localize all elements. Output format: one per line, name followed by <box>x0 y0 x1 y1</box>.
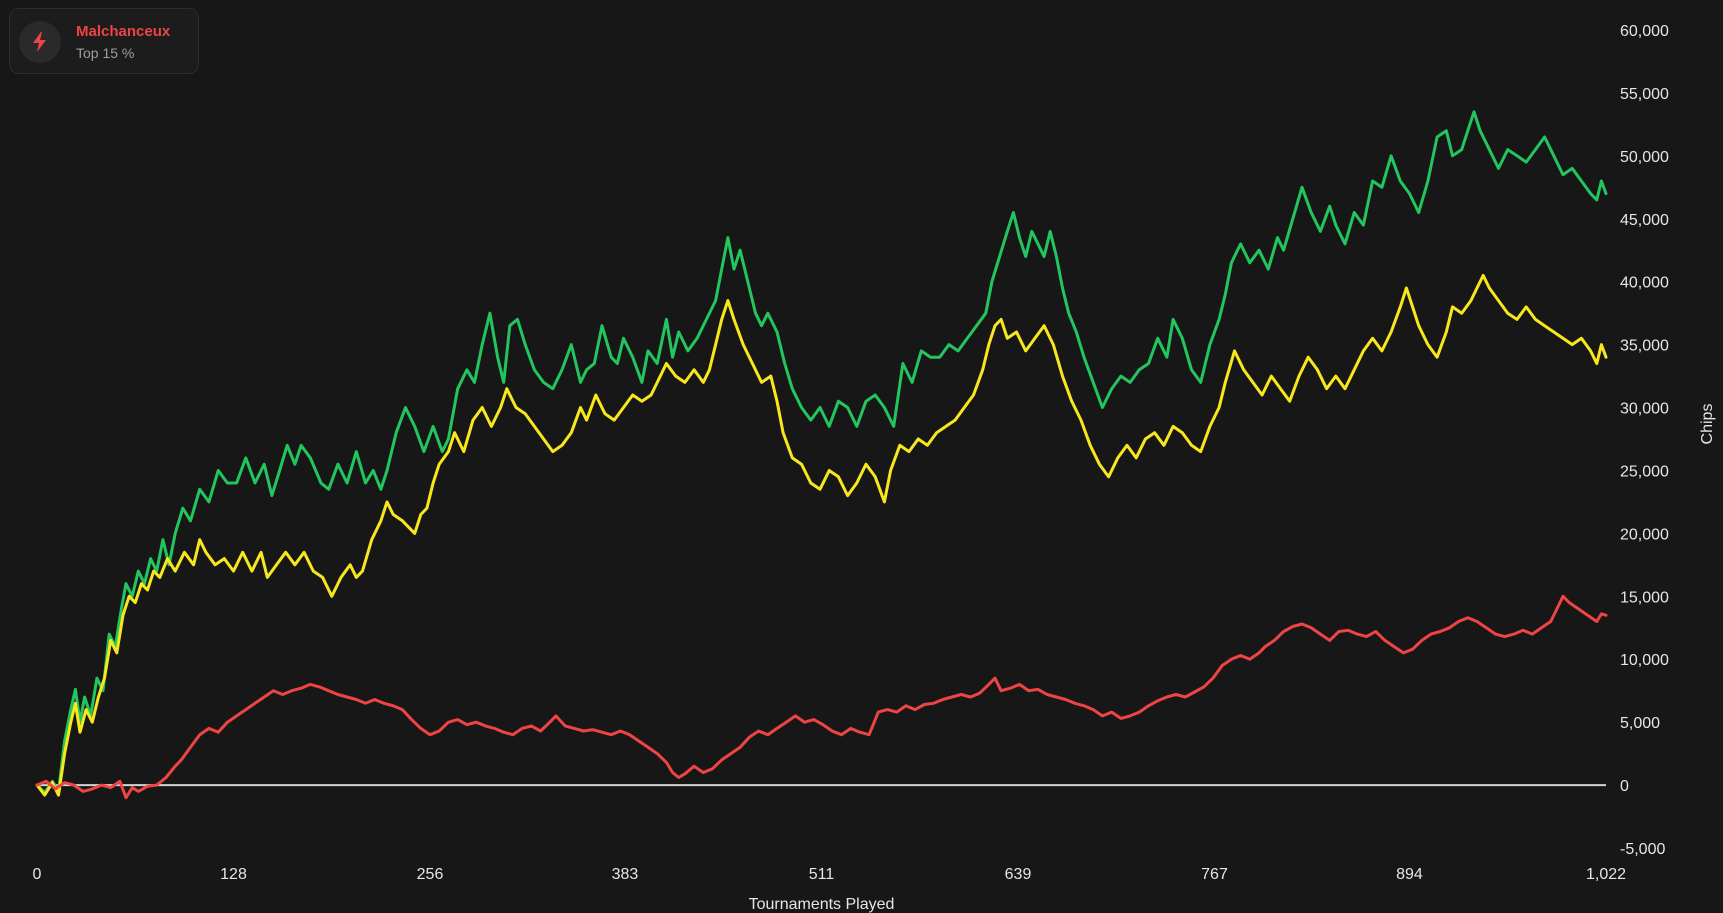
y-tick-label: 0 <box>1620 778 1629 795</box>
y-tick-label: -5,000 <box>1620 841 1665 858</box>
x-tick-label: 1,022 <box>1586 866 1626 883</box>
series-line-2 <box>35 273 1608 797</box>
x-tick-label: 383 <box>612 866 639 883</box>
y-tick-label: 45,000 <box>1620 212 1669 229</box>
x-tick-label: 639 <box>1005 866 1032 883</box>
series-line-3 <box>35 594 1608 800</box>
y-tick-label: 20,000 <box>1620 526 1669 543</box>
y-tick-label: 10,000 <box>1620 652 1669 669</box>
y-tick-label: 15,000 <box>1620 589 1669 606</box>
y-tick-label: 55,000 <box>1620 86 1669 103</box>
y-axis-ticks: -5,000 0 5,000 10,000 15,000 20,000 25,000 30,0… <box>1620 23 1669 858</box>
y-tick-label: 40,000 <box>1620 275 1669 292</box>
y-tick-label: 50,000 <box>1620 149 1669 166</box>
x-tick-label: 767 <box>1201 866 1228 883</box>
series-line-1 <box>35 110 1608 795</box>
x-tick-label: 256 <box>417 866 444 883</box>
x-axis-title: Tournaments Played <box>749 896 895 913</box>
series-group <box>35 110 1608 800</box>
y-tick-label: 60,000 <box>1620 23 1669 40</box>
y-tick-label: 25,000 <box>1620 463 1669 480</box>
y-tick-label: 5,000 <box>1620 715 1660 732</box>
x-tick-label: 128 <box>220 866 247 883</box>
y-axis-title: Chips <box>1699 404 1716 445</box>
badge-title: Malchanceux <box>76 23 171 40</box>
x-tick-label: 894 <box>1396 866 1423 883</box>
y-tick-label: 30,000 <box>1620 401 1669 418</box>
x-axis-ticks: 0 128 256 383 511 639 767 894 1,022 <box>33 866 1627 883</box>
x-tick-label: 511 <box>809 866 835 883</box>
lightning-bolt-icon <box>19 21 61 63</box>
x-tick-label: 0 <box>33 866 42 883</box>
y-tick-label: 35,000 <box>1620 338 1669 355</box>
rank-badge-card: Malchanceux Top 15 % <box>9 8 199 74</box>
badge-subtitle: Top 15 % <box>76 45 135 61</box>
